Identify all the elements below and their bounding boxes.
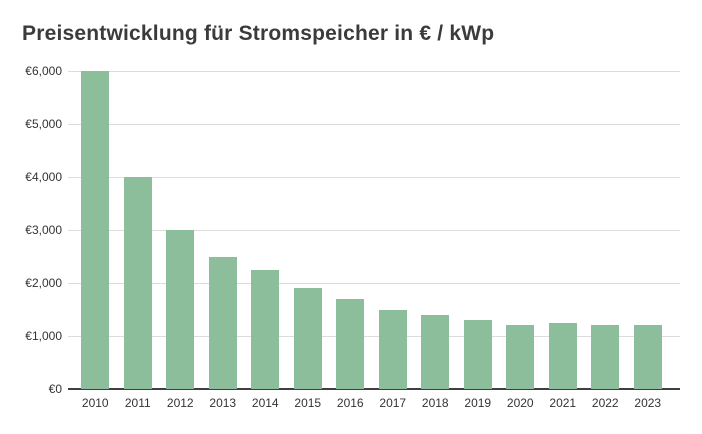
bars-row xyxy=(74,71,669,389)
bar-2023 xyxy=(633,325,662,389)
y-tick-label: €5,000 xyxy=(25,117,62,131)
x-tick-label: 2015 xyxy=(294,396,322,410)
bar-band xyxy=(287,71,330,389)
bar-2016 xyxy=(336,298,365,389)
bar-2011 xyxy=(123,177,152,389)
x-tick-label: 2020 xyxy=(506,396,534,410)
x-tick-label: 2013 xyxy=(209,396,237,410)
y-tick-label: €6,000 xyxy=(25,64,62,78)
y-tick-label: €1,000 xyxy=(25,329,62,343)
bar-2010 xyxy=(81,71,110,389)
bar-2013 xyxy=(208,256,237,389)
bar-band xyxy=(159,71,202,389)
bar-2021 xyxy=(548,322,577,389)
bar-band xyxy=(202,71,245,389)
bar-2014 xyxy=(251,269,280,389)
y-tick-label: €3,000 xyxy=(25,223,62,237)
bar-2018 xyxy=(421,314,450,389)
gridline xyxy=(68,124,680,125)
y-tick-label: €4,000 xyxy=(25,170,62,184)
y-tick-label: €2,000 xyxy=(25,276,62,290)
bar-2017 xyxy=(378,309,407,389)
x-tick-label: 2023 xyxy=(634,396,662,410)
bar-band xyxy=(117,71,160,389)
gridline xyxy=(68,336,680,337)
bar-2012 xyxy=(166,230,195,389)
gridline xyxy=(68,177,680,178)
x-tick-label: 2012 xyxy=(166,396,194,410)
bar-band xyxy=(499,71,542,389)
x-tick-label: 2018 xyxy=(421,396,449,410)
x-axis-labels: 2010 2011 2012 2013 2014 2015 2016 2017 2018 2019… xyxy=(74,396,669,410)
x-tick-label: 2019 xyxy=(464,396,492,410)
bar-band xyxy=(457,71,500,389)
gridline xyxy=(68,230,680,231)
bar-band xyxy=(372,71,415,389)
x-tick-label: 2017 xyxy=(379,396,407,410)
bar-band xyxy=(329,71,372,389)
gridline xyxy=(68,71,680,72)
chart-title: Preisentwicklung für Stromspeicher in € … xyxy=(22,22,495,45)
bar-band xyxy=(542,71,585,389)
y-axis-labels: €0 €1,000 €2,000 €3,000 €4,000 €5,000 €6,000 xyxy=(0,0,62,434)
bar-band xyxy=(584,71,627,389)
bar-band xyxy=(244,71,287,389)
x-tick-label: 2010 xyxy=(81,396,109,410)
bar-band xyxy=(74,71,117,389)
x-axis-baseline xyxy=(68,388,680,390)
bar-2022 xyxy=(591,325,620,389)
bar-2020 xyxy=(506,325,535,389)
bar-2015 xyxy=(293,288,322,389)
x-tick-label: 2016 xyxy=(336,396,364,410)
y-tick-label: €0 xyxy=(48,382,62,396)
x-tick-label: 2014 xyxy=(251,396,279,410)
bar-band xyxy=(627,71,670,389)
x-tick-label: 2011 xyxy=(124,396,151,410)
gridlines-layer xyxy=(68,0,680,434)
bar-band xyxy=(414,71,457,389)
x-tick-label: 2022 xyxy=(591,396,619,410)
bar-2019 xyxy=(463,320,492,389)
x-tick-label: 2021 xyxy=(549,396,577,410)
gridline xyxy=(68,283,680,284)
